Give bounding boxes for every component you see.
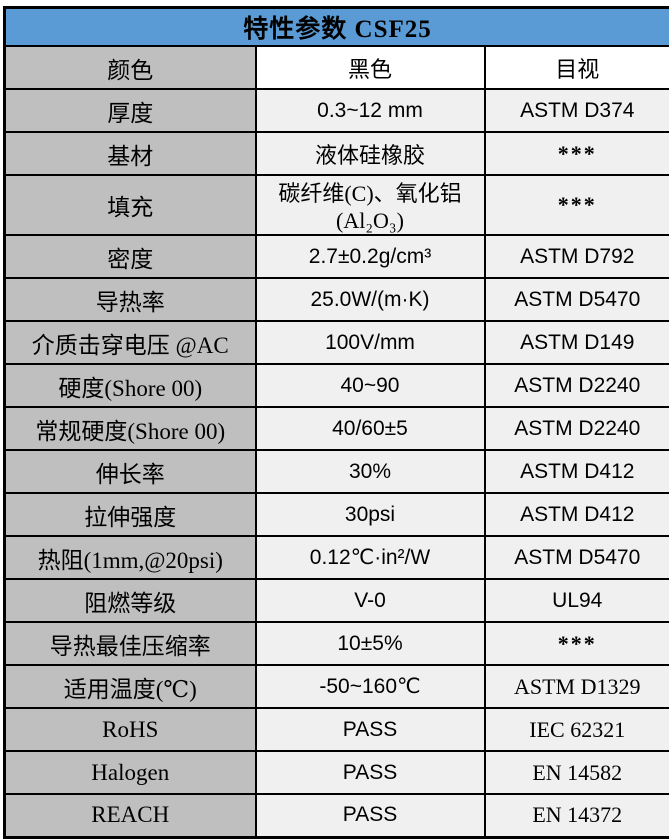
param-value: PASS [256, 794, 485, 837]
param-value: 100V/mm [256, 321, 485, 364]
test-standard: IEC 62321 [485, 708, 669, 751]
param-value: 0.12℃·in²/W [256, 536, 485, 579]
table-row: 硬度(Shore 00) 40~90 ASTM D2240 [5, 364, 669, 407]
table-row: 颜色 黑色 目视 [5, 46, 669, 89]
param-label: 导热最佳压缩率 [5, 622, 256, 665]
param-value: 10±5% [256, 622, 485, 665]
table-row: 介质击穿电压 @AC 100V/mm ASTM D149 [5, 321, 669, 364]
table-row: 热阻(1mm,@20psi) 0.12℃·in²/W ASTM D5470 [5, 536, 669, 579]
table-header-row: 特性参数 CSF25 [5, 8, 669, 47]
test-standard: ASTM D2240 [485, 364, 669, 407]
param-label: RoHS [5, 708, 256, 751]
test-standard: ASTM D5470 [485, 278, 669, 321]
spec-table: 特性参数 CSF25 颜色 黑色 目视 厚度 0.3~12 mm ASTM D3… [3, 6, 669, 839]
param-label: 填充 [5, 175, 256, 235]
test-standard: ASTM D5470 [485, 536, 669, 579]
table-row: 基材 液体硅橡胶 *** [5, 132, 669, 175]
param-value: PASS [256, 708, 485, 751]
table-row: 适用温度(℃) -50~160℃ ASTM D1329 [5, 665, 669, 708]
test-standard: ASTM D1329 [485, 665, 669, 708]
table-row: 常规硬度(Shore 00) 40/60±5 ASTM D2240 [5, 407, 669, 450]
table-row: 拉伸强度 30psi ASTM D412 [5, 493, 669, 536]
table-row: 伸长率 30% ASTM D412 [5, 450, 669, 493]
param-value: 黑色 [256, 46, 485, 89]
param-value: 40/60±5 [256, 407, 485, 450]
test-standard: UL94 [485, 579, 669, 622]
param-label: 常规硬度(Shore 00) [5, 407, 256, 450]
param-label: 密度 [5, 235, 256, 278]
test-standard: ASTM D374 [485, 89, 669, 132]
param-label: 阻燃等级 [5, 579, 256, 622]
param-value: 30psi [256, 493, 485, 536]
table-row: 填充 碳纤维(C)、氧化铝 (Al₂O₃) *** [5, 175, 669, 235]
test-standard: ASTM D2240 [485, 407, 669, 450]
param-label: 硬度(Shore 00) [5, 364, 256, 407]
test-standard: ASTM D792 [485, 235, 669, 278]
param-value: PASS [256, 751, 485, 794]
param-value: 液体硅橡胶 [256, 132, 485, 175]
param-value: -50~160℃ [256, 665, 485, 708]
param-value: 0.3~12 mm [256, 89, 485, 132]
param-value: 25.0W/(m·K) [256, 278, 485, 321]
param-value: 碳纤维(C)、氧化铝 (Al₂O₃) [256, 175, 485, 235]
table-title: 特性参数 CSF25 [5, 8, 669, 47]
param-value: 2.7±0.2g/cm³ [256, 235, 485, 278]
test-standard: ASTM D412 [485, 493, 669, 536]
param-label: 基材 [5, 132, 256, 175]
table-row: 阻燃等级 V-0 UL94 [5, 579, 669, 622]
table-row: Halogen PASS EN 14582 [5, 751, 669, 794]
test-standard: *** [485, 132, 669, 175]
table-row: 厚度 0.3~12 mm ASTM D374 [5, 89, 669, 132]
param-label: 介质击穿电压 @AC [5, 321, 256, 364]
param-label: REACH [5, 794, 256, 837]
test-standard: *** [485, 622, 669, 665]
param-value: 30% [256, 450, 485, 493]
param-label: 拉伸强度 [5, 493, 256, 536]
param-label: 导热率 [5, 278, 256, 321]
param-label: Halogen [5, 751, 256, 794]
test-standard: EN 14372 [485, 794, 669, 837]
param-label: 厚度 [5, 89, 256, 132]
param-value: V-0 [256, 579, 485, 622]
table-row: 导热最佳压缩率 10±5% *** [5, 622, 669, 665]
test-standard: *** [485, 175, 669, 235]
table-row: RoHS PASS IEC 62321 [5, 708, 669, 751]
param-value: 40~90 [256, 364, 485, 407]
table-row: REACH PASS EN 14372 [5, 794, 669, 837]
test-standard: EN 14582 [485, 751, 669, 794]
table-row: 导热率 25.0W/(m·K) ASTM D5470 [5, 278, 669, 321]
param-label: 伸长率 [5, 450, 256, 493]
test-standard: 目视 [485, 46, 669, 89]
table-row: 密度 2.7±0.2g/cm³ ASTM D792 [5, 235, 669, 278]
param-label: 热阻(1mm,@20psi) [5, 536, 256, 579]
param-label: 适用温度(℃) [5, 665, 256, 708]
test-standard: ASTM D149 [485, 321, 669, 364]
param-label: 颜色 [5, 46, 256, 89]
test-standard: ASTM D412 [485, 450, 669, 493]
